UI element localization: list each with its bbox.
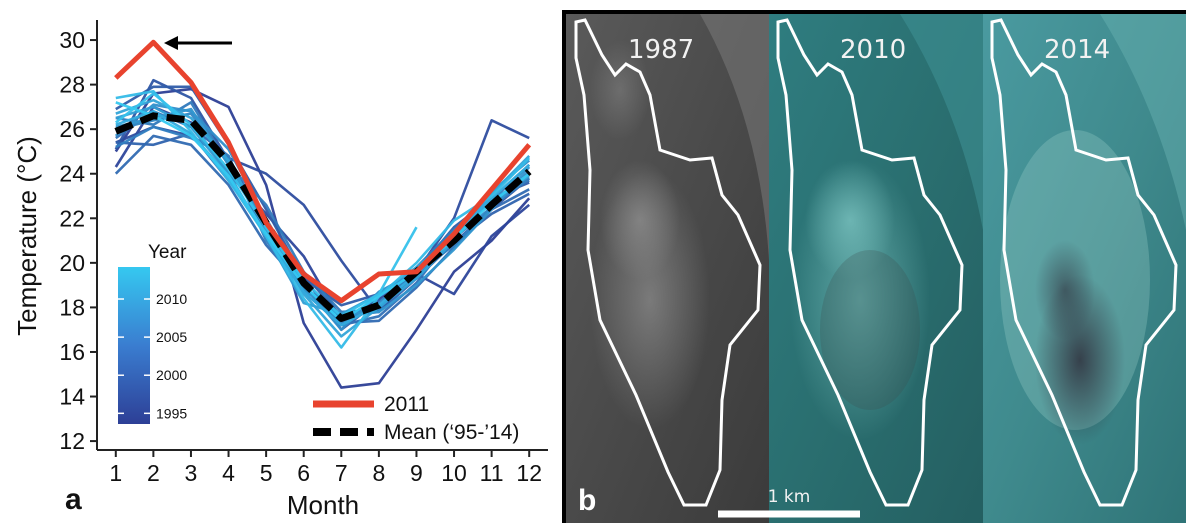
y-tick-label: 16 [59,339,85,365]
x-axis-title: Month [287,490,359,520]
y-tick-label: 18 [59,294,85,320]
y-tick-label: 12 [59,428,85,454]
x-tick-label: 4 [222,460,235,486]
x-tick-label: 7 [335,460,348,486]
y-tick-label: 26 [59,116,85,142]
scale-bar: 1 km [718,487,860,518]
x-tick-label: 1 [109,460,122,486]
y-tick-label: 28 [59,72,85,98]
y-axis-title: Temperature (°C) [12,136,42,336]
x-tick-label: 8 [372,460,385,486]
reef-outline-2010 [776,18,964,507]
year-color-scale: Year 1995 2000 2005 2010 [118,242,187,424]
x-tick-label: 3 [185,460,198,486]
color-scale-tick-label: 1995 [156,405,187,421]
x-tick-label: 10 [441,460,467,486]
color-scale-tick-label: 2010 [156,291,187,307]
panel-b-label: b [578,484,596,517]
x-tick-label: 2 [147,460,160,486]
y-tick-label: 22 [59,205,85,231]
peak-arrow-annotation [164,36,232,50]
series-line-2013 [115,92,418,318]
x-tick-label: 12 [516,460,542,486]
color-scale-tick-label: 2000 [156,367,187,383]
x-ticks: 1 2 3 4 5 6 7 8 9 10 11 12 [109,450,542,486]
x-tick-label: 9 [410,460,423,486]
color-scale-tick-label: 2005 [156,329,187,345]
y-tick-label: 20 [59,250,85,276]
x-tick-label: 11 [480,460,504,486]
scale-bar-label: 1 km [768,487,811,507]
legend-label-2011: 2011 [384,393,429,416]
series-line-2012 [115,90,531,349]
series-line-1995 [114,87,531,389]
plot-lines [114,39,532,389]
series-line-mean [114,112,532,322]
x-tick-label: 5 [260,460,273,486]
y-tick-label: 14 [59,384,85,410]
satellite-panel-2010: 2010 [769,14,983,523]
satellite-panel-2014: 2014 [983,14,1186,523]
y-ticks: 12 14 16 18 20 22 24 26 28 30 [59,27,97,454]
y-tick-label: 30 [59,27,85,53]
year-label-2014: 2014 [1044,35,1110,65]
y-tick-label: 24 [59,161,85,187]
panel-a-label: a [65,483,82,516]
color-scale-bar [118,267,150,424]
reef-outline-1987 [574,18,762,507]
satellite-panel-1987: 1987 [566,14,769,523]
x-tick-label: 6 [297,460,310,486]
year-label-2010: 2010 [840,35,906,65]
legend-label-mean: Mean (‘95-’14) [384,421,519,444]
color-scale-title: Year [148,242,187,263]
year-label-1987: 1987 [628,35,694,65]
legend: 2011 Mean (‘95-’14) [313,393,519,444]
satellite-image-panel: 1987 2010 2014 1 km b [562,10,1186,523]
reef-outline-2014 [990,18,1178,507]
series-line-2011 [114,39,532,304]
